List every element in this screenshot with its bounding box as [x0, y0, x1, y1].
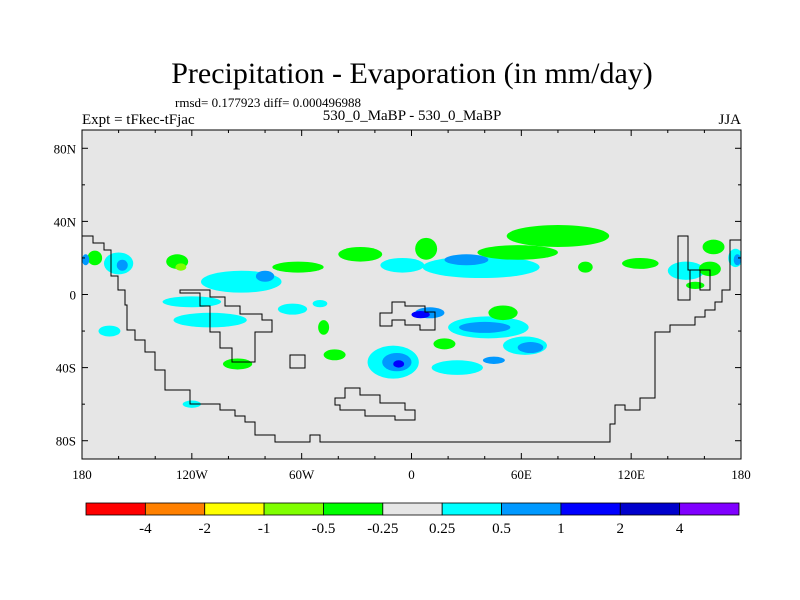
coastline-americas: [82, 235, 741, 443]
colorbar-label: -0.5: [312, 521, 336, 537]
colorbar-label: 4: [676, 521, 684, 537]
anomaly-field: [82, 225, 741, 408]
anomaly-patch-18: [477, 245, 558, 260]
colorbar-label: 0.25: [429, 521, 455, 537]
anomaly-patch-39: [318, 320, 330, 335]
anomaly-patch-34: [393, 360, 405, 368]
coastline-pacific-island: [289, 354, 306, 369]
case-label: 530_0_MaBP - 530_0_MaBP: [323, 108, 502, 124]
axes: 180 120W 60W 0 60E 120E 180 80N 40N 0 40S 80S: [54, 130, 751, 482]
season-label: JJA: [718, 112, 741, 128]
anomaly-patch-35: [431, 360, 483, 375]
anomaly-patch-37: [323, 349, 346, 361]
anomaly-patch-23: [733, 254, 741, 266]
colorbar-swatch: [679, 502, 740, 516]
colorbar-swatch: [263, 502, 324, 516]
y-tick-label: 40N: [54, 214, 77, 229]
colorbar-label: 2: [617, 521, 625, 537]
colorbar-swatch: [619, 502, 681, 516]
anomaly-patch-27: [459, 321, 511, 333]
anomaly-patch-24: [702, 239, 725, 255]
anomaly-patch-40: [488, 305, 518, 321]
colorbar-label: -2: [198, 521, 211, 537]
colorbar-swatch: [204, 502, 265, 516]
x-tick-label: 60E: [511, 467, 532, 482]
coastline-australia: [334, 387, 416, 421]
anomaly-patch-42: [312, 299, 328, 308]
anomaly-patch-45: [686, 281, 705, 290]
x-tick-label: 120E: [617, 467, 645, 482]
anomaly-patch-8: [116, 259, 128, 271]
colorbar-swatch: [382, 502, 443, 516]
colorbar-label: -1: [258, 521, 271, 537]
colorbar-swatch: [144, 502, 206, 516]
anomaly-patch-25: [578, 261, 593, 273]
anomaly-patch-44: [98, 325, 121, 337]
y-tick-label: 40S: [56, 361, 76, 376]
anomaly-patch-31: [517, 342, 544, 353]
anomaly-patch-4: [162, 296, 222, 308]
y-tick-label: 0: [70, 288, 77, 303]
x-tick-label: 120W: [176, 467, 209, 482]
chart-title: Precipitation - Evaporation (in mm/day): [171, 57, 653, 90]
anomaly-patch-6: [277, 303, 308, 315]
experiment-label: Expt = tFkec-tFjac: [82, 112, 195, 128]
anomaly-patch-38: [222, 358, 253, 370]
anomaly-patch-12: [338, 246, 383, 262]
anomaly-patch-11: [272, 261, 324, 273]
colorbar-swatch: [501, 502, 562, 516]
colorbar-swatch: [560, 502, 621, 516]
anomaly-patch-16: [444, 254, 489, 266]
anomaly-patch-1: [175, 263, 187, 271]
coastline-africa: [379, 301, 436, 331]
coastline-greenland: [677, 235, 711, 301]
colorbar-label: 1: [557, 521, 565, 537]
anomaly-patch-14: [415, 237, 438, 260]
colorbar: -4 -2 -1 -0.5 -0.25 0.25 0.5 1 2 4: [85, 502, 740, 537]
x-tick-label: 60W: [289, 467, 315, 482]
anomaly-patch-13: [380, 257, 425, 273]
anomaly-patch-17: [506, 225, 610, 247]
anomaly-patch-21: [698, 261, 721, 277]
anomaly-patch-29: [411, 310, 430, 319]
anomaly-patch-10: [82, 254, 90, 266]
anomaly-patch-20: [667, 261, 705, 280]
colorbar-swatch: [323, 502, 384, 516]
anomaly-patch-3: [255, 270, 275, 282]
x-tick-label: 180: [72, 467, 92, 482]
colorbar-swatch: [85, 502, 146, 516]
colorbar-swatch: [441, 502, 502, 516]
anomaly-patch-41: [433, 338, 456, 350]
x-tick-label: 0: [408, 467, 415, 482]
colorbar-label: -4: [139, 521, 152, 537]
stats-text: rmsd= 0.177923 diff= 0.000496988: [175, 95, 361, 110]
colorbar-label: 0.5: [492, 521, 511, 537]
x-tick-label: 180: [731, 467, 751, 482]
coastline-south-america: [179, 289, 273, 363]
anomaly-patch-36: [482, 356, 505, 364]
y-tick-label: 80S: [56, 434, 76, 449]
colorbar-label: -0.25: [367, 521, 398, 537]
anomaly-patch-19: [622, 257, 659, 269]
anomaly-patch-9: [87, 250, 103, 266]
y-tick-label: 80N: [54, 141, 77, 156]
coastlines: [82, 235, 741, 443]
